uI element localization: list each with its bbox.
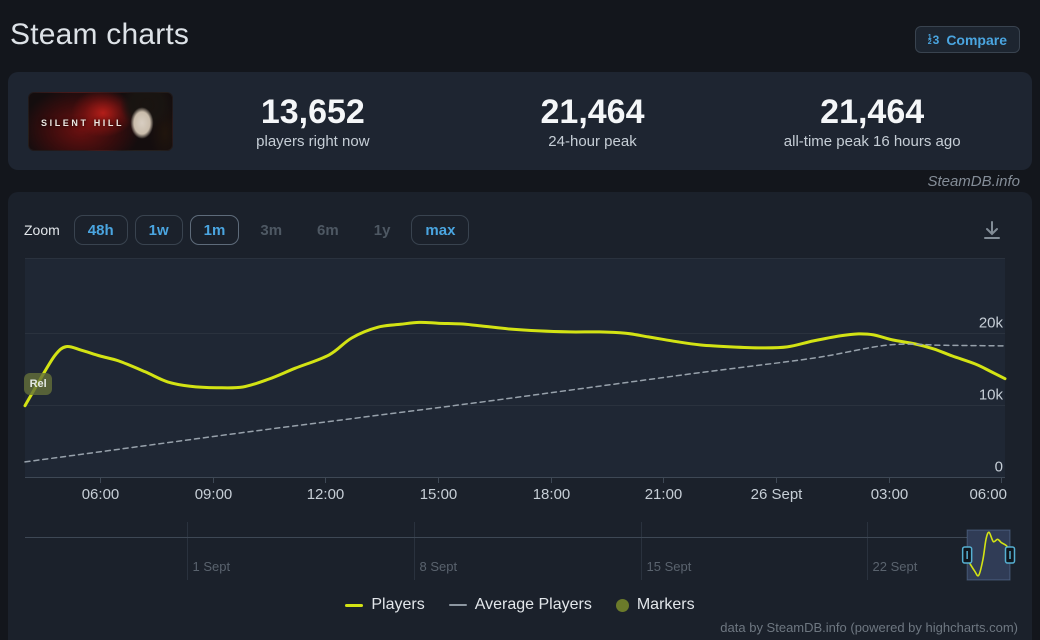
stat-label: 24-hour peak — [548, 132, 637, 150]
y-axis-label: 20k — [979, 315, 1004, 332]
x-axis-label: 06:00 — [969, 486, 1007, 503]
stat-value: 21,464 — [820, 92, 925, 131]
chart-panel: 0 10k 20k 06:00 09:00 12:00 15:00 18:00 21:00 26 … — [8, 192, 1032, 640]
navigator-label: 15 Sept — [647, 559, 692, 574]
legend-swatch — [345, 603, 364, 607]
x-axis-label: 06:00 — [82, 486, 120, 503]
navigator-label: 1 Sept — [193, 559, 231, 574]
x-axis-label: 26 Sept — [751, 486, 804, 503]
legend-label: Markers — [636, 596, 695, 613]
legend-label: Players — [371, 596, 425, 613]
x-axis-label: 03:00 — [871, 486, 909, 503]
chart-legend: Players Average Players Markers — [8, 596, 1032, 614]
zoom-button-max[interactable]: max — [411, 215, 470, 245]
series-players[interactable] — [23, 320, 1007, 408]
legend-item-players[interactable]: Players — [345, 596, 425, 614]
navigator-window[interactable] — [966, 529, 1011, 581]
navigator-label: 8 Sept — [420, 559, 458, 574]
legend-label: Average Players — [474, 596, 592, 613]
release-marker-badge[interactable]: Rel — [24, 373, 53, 396]
stat-block: 21,464 all-time peak 16 hours ago — [732, 93, 1012, 150]
legend-swatch — [448, 604, 467, 606]
stat-value: 21,464 — [540, 92, 645, 131]
zoom-button-48h[interactable]: 48h — [73, 215, 128, 245]
game-capsule-title: SILENT HILL — [41, 117, 125, 128]
x-axis-label: 09:00 — [195, 486, 233, 503]
navigator[interactable]: 1 Sept 8 Sept 15 Sept 22 Sept — [25, 522, 1016, 581]
x-axis: 06:00 09:00 12:00 15:00 18:00 21:00 26 Sept 03:… — [82, 477, 1007, 503]
compare-label: Compare — [946, 31, 1007, 48]
download-icon[interactable] — [980, 218, 1004, 242]
zoom-button-3m: 3m — [246, 215, 296, 245]
zoom-label: Zoom — [24, 222, 60, 238]
y-axis-label: 10k — [979, 387, 1004, 404]
zoom-button-6m: 6m — [303, 215, 353, 245]
game-capsule-image[interactable]: SILENT HILL — [28, 91, 173, 151]
plot-area[interactable] — [25, 258, 1005, 477]
zoom-button-1y: 1y — [360, 215, 405, 245]
stat-label: all-time peak 16 hours ago — [783, 132, 961, 150]
chart-toolbar: Zoom 48h 1w 1m 3m 6m 1y max — [24, 215, 470, 245]
stats-row: 13,652 players right now 21,464 24-hour pea… — [173, 93, 1012, 150]
zoom-buttons: 48h 1w 1m 3m 6m 1y max — [73, 215, 470, 245]
stat-block: 13,652 players right now — [173, 93, 453, 150]
x-axis-label: 18:00 — [533, 486, 571, 503]
stat-label: players right now — [256, 132, 370, 150]
y-axis-label: 0 — [995, 459, 1003, 476]
stat-value: 13,652 — [260, 92, 365, 131]
chart-credits[interactable]: data by SteamDB.info (powered by highcha… — [720, 620, 1018, 635]
zoom-button-1m[interactable]: 1m — [189, 215, 240, 245]
navigator-handle-left[interactable] — [961, 546, 973, 564]
navigator-handle-right[interactable] — [1004, 546, 1016, 564]
navigator-label: 22 Sept — [873, 559, 918, 574]
navigator-sparkline — [966, 531, 1011, 577]
legend-item-average-players[interactable]: Average Players — [448, 596, 592, 614]
x-axis-label: 12:00 — [307, 486, 345, 503]
x-axis-label: 21:00 — [645, 486, 683, 503]
y-axis: 0 10k 20k — [25, 315, 1005, 478]
page-title: Steam charts — [10, 18, 190, 51]
steamdb-watermark[interactable]: SteamDB.info — [927, 173, 1020, 190]
zoom-button-1w[interactable]: 1w — [134, 215, 183, 245]
x-axis-label: 15:00 — [420, 486, 458, 503]
legend-item-markers[interactable]: Markers — [615, 596, 695, 614]
players-chart[interactable]: 0 10k 20k 06:00 09:00 12:00 15:00 18:00 21:00 26 … — [8, 192, 1032, 640]
stats-panel: SILENT HILL 13,652 players right now 21,46… — [8, 72, 1032, 170]
legend-swatch — [615, 598, 629, 612]
stat-block: 21,464 24-hour peak — [453, 93, 733, 150]
